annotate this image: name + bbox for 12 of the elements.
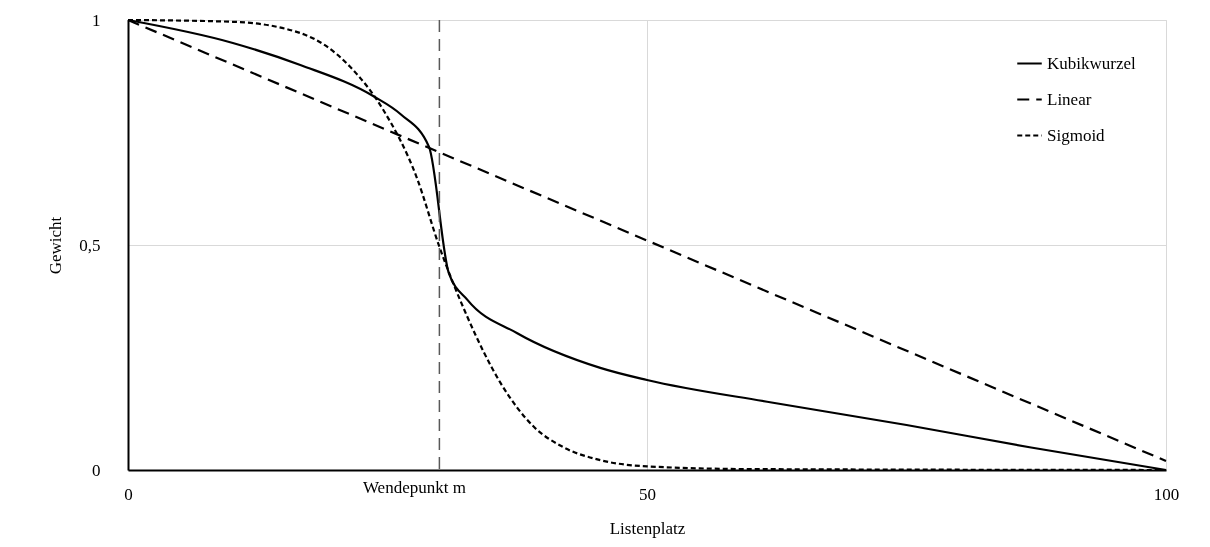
y-axis-title: Gewicht [46,216,66,275]
legend-label: Linear [1047,89,1092,109]
x-axis-title: Listenplatz [609,518,686,538]
y-tick-label: 0,5 [79,235,101,255]
legend-label: Kubikwurzel [1047,53,1137,73]
x-tick-label: 50 [639,484,656,504]
x-tick-label: 0 [124,484,133,504]
ref-line-label: Wendepunkt m [362,478,466,497]
y-tick-label: 1 [92,10,101,30]
x-tick-label: 100 [1153,484,1180,504]
legend-label: Sigmoid [1047,125,1106,145]
y-tick-label: 0 [92,460,101,480]
